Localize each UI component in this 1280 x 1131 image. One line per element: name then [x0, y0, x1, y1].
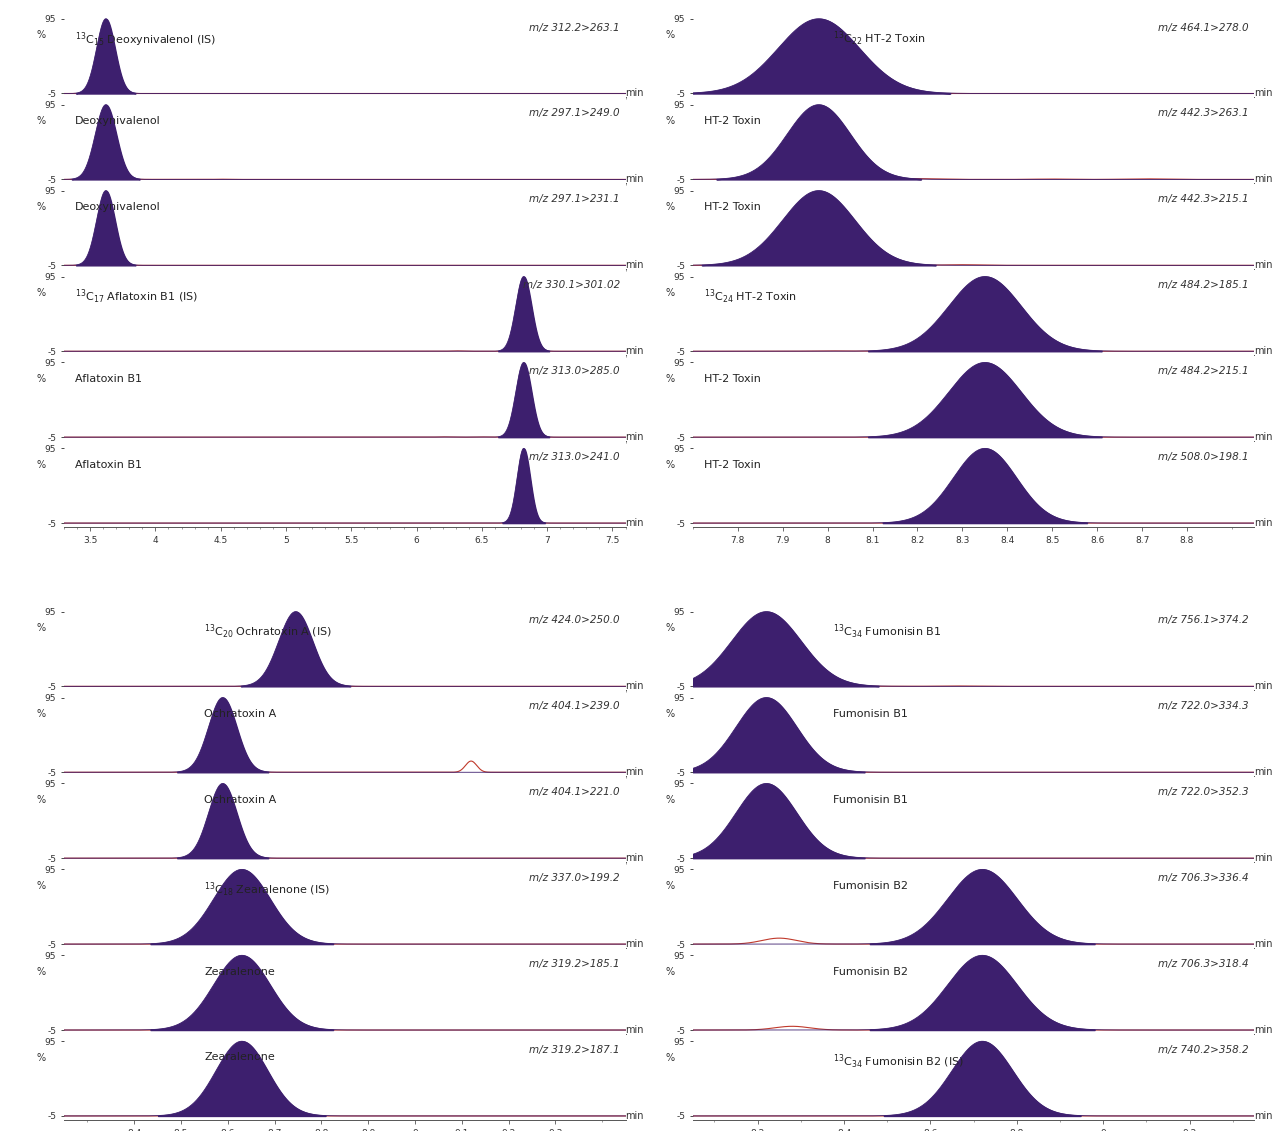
Text: Aflatoxin B1: Aflatoxin B1 [76, 459, 142, 469]
Text: m/z 706.3>336.4: m/z 706.3>336.4 [1158, 873, 1249, 883]
Text: min: min [1254, 260, 1272, 270]
Text: Fumonisin B2: Fumonisin B2 [833, 881, 909, 890]
Y-axis label: %: % [666, 623, 675, 633]
Text: m/z 442.3>263.1: m/z 442.3>263.1 [1158, 109, 1249, 119]
Text: min: min [1254, 1111, 1272, 1121]
Y-axis label: %: % [666, 881, 675, 891]
Text: HT-2 Toxin: HT-2 Toxin [704, 201, 762, 211]
Text: m/z 297.1>249.0: m/z 297.1>249.0 [529, 109, 620, 119]
Text: min: min [1254, 518, 1272, 528]
Text: $^{13}$C$_{34}$ Fumonisin B2 (IS): $^{13}$C$_{34}$ Fumonisin B2 (IS) [833, 1053, 964, 1071]
Text: $^{13}$C$_{17}$ Aflatoxin B1 (IS): $^{13}$C$_{17}$ Aflatoxin B1 (IS) [76, 287, 198, 307]
Y-axis label: %: % [37, 795, 46, 805]
Text: m/z 312.2>263.1: m/z 312.2>263.1 [529, 23, 620, 33]
Text: Fumonisin B1: Fumonisin B1 [833, 795, 908, 804]
Text: m/z 319.2>185.1: m/z 319.2>185.1 [529, 959, 620, 969]
Text: m/z 313.0>241.0: m/z 313.0>241.0 [529, 452, 620, 463]
Y-axis label: %: % [37, 288, 46, 299]
Text: min: min [626, 174, 644, 184]
Text: m/z 404.1>239.0: m/z 404.1>239.0 [529, 701, 620, 711]
Text: m/z 706.3>318.4: m/z 706.3>318.4 [1158, 959, 1249, 969]
Text: m/z 722.0>352.3: m/z 722.0>352.3 [1158, 787, 1249, 797]
Text: Fumonisin B2: Fumonisin B2 [833, 967, 909, 976]
Text: min: min [626, 939, 644, 949]
Text: m/z 337.0>199.2: m/z 337.0>199.2 [529, 873, 620, 883]
Text: m/z 484.2>215.1: m/z 484.2>215.1 [1158, 366, 1249, 377]
Y-axis label: %: % [37, 881, 46, 891]
Y-axis label: %: % [666, 709, 675, 719]
Text: m/z 330.1>301.02: m/z 330.1>301.02 [522, 280, 620, 291]
Text: $^{13}$C$_{20}$ Ochratoxin A (IS): $^{13}$C$_{20}$ Ochratoxin A (IS) [205, 623, 333, 641]
Y-axis label: %: % [37, 116, 46, 127]
Text: Deoxynivalenol: Deoxynivalenol [76, 201, 161, 211]
Text: m/z 756.1>374.2: m/z 756.1>374.2 [1158, 615, 1249, 625]
Text: min: min [1254, 853, 1272, 863]
Text: min: min [1254, 767, 1272, 777]
Text: $^{13}$C$_{22}$ HT-2 Toxin: $^{13}$C$_{22}$ HT-2 Toxin [833, 31, 927, 49]
Y-axis label: %: % [666, 202, 675, 213]
Text: min: min [626, 681, 644, 691]
Text: m/z 313.0>285.0: m/z 313.0>285.0 [529, 366, 620, 377]
Text: Fumonisin B1: Fumonisin B1 [833, 709, 908, 719]
Y-axis label: %: % [666, 1053, 675, 1063]
Y-axis label: %: % [37, 31, 46, 41]
Text: $^{13}$C$_{24}$ HT-2 Toxin: $^{13}$C$_{24}$ HT-2 Toxin [704, 287, 797, 307]
Text: Ochratoxin A: Ochratoxin A [205, 795, 276, 804]
Text: m/z 297.1>231.1: m/z 297.1>231.1 [529, 195, 620, 205]
Y-axis label: %: % [37, 709, 46, 719]
Text: HT-2 Toxin: HT-2 Toxin [704, 373, 762, 383]
Text: min: min [626, 853, 644, 863]
Text: Zearalenone: Zearalenone [205, 967, 275, 976]
Text: min: min [1254, 681, 1272, 691]
Text: min: min [626, 767, 644, 777]
Text: min: min [626, 346, 644, 356]
Text: Zearalenone: Zearalenone [205, 1053, 275, 1062]
Y-axis label: %: % [37, 967, 46, 977]
Text: min: min [626, 1111, 644, 1121]
Text: m/z 319.2>187.1: m/z 319.2>187.1 [529, 1045, 620, 1055]
Y-axis label: %: % [37, 1053, 46, 1063]
Text: min: min [1254, 939, 1272, 949]
Y-axis label: %: % [37, 623, 46, 633]
Text: m/z 442.3>215.1: m/z 442.3>215.1 [1158, 195, 1249, 205]
Text: HT-2 Toxin: HT-2 Toxin [704, 115, 762, 126]
Text: Deoxynivalenol: Deoxynivalenol [76, 115, 161, 126]
Y-axis label: %: % [37, 374, 46, 385]
Text: min: min [626, 260, 644, 270]
Text: m/z 404.1>221.0: m/z 404.1>221.0 [529, 787, 620, 797]
Y-axis label: %: % [37, 202, 46, 213]
Y-axis label: %: % [666, 460, 675, 470]
Y-axis label: %: % [666, 116, 675, 127]
Y-axis label: %: % [666, 967, 675, 977]
Text: min: min [626, 432, 644, 442]
Text: m/z 484.2>185.1: m/z 484.2>185.1 [1158, 280, 1249, 291]
Text: min: min [1254, 88, 1272, 98]
Y-axis label: %: % [666, 288, 675, 299]
Text: m/z 508.0>198.1: m/z 508.0>198.1 [1158, 452, 1249, 463]
Y-axis label: %: % [666, 31, 675, 41]
Text: m/z 464.1>278.0: m/z 464.1>278.0 [1158, 23, 1249, 33]
Text: min: min [1254, 346, 1272, 356]
Y-axis label: %: % [666, 374, 675, 385]
Text: m/z 424.0>250.0: m/z 424.0>250.0 [529, 615, 620, 625]
Text: Aflatoxin B1: Aflatoxin B1 [76, 373, 142, 383]
Text: min: min [1254, 1025, 1272, 1035]
Y-axis label: %: % [666, 795, 675, 805]
Text: min: min [1254, 174, 1272, 184]
Text: min: min [626, 518, 644, 528]
Text: m/z 740.2>358.2: m/z 740.2>358.2 [1158, 1045, 1249, 1055]
Text: min: min [1254, 432, 1272, 442]
Text: min: min [626, 1025, 644, 1035]
Text: $^{13}$C$_{18}$ Zearalenone (IS): $^{13}$C$_{18}$ Zearalenone (IS) [205, 881, 330, 899]
Text: $^{13}$C$_{34}$ Fumonisin B1: $^{13}$C$_{34}$ Fumonisin B1 [833, 623, 942, 641]
Text: min: min [626, 88, 644, 98]
Y-axis label: %: % [37, 460, 46, 470]
Text: Ochratoxin A: Ochratoxin A [205, 709, 276, 719]
Text: HT-2 Toxin: HT-2 Toxin [704, 459, 762, 469]
Text: m/z 722.0>334.3: m/z 722.0>334.3 [1158, 701, 1249, 711]
Text: $^{13}$C$_{15}$ Deoxynivalenol (IS): $^{13}$C$_{15}$ Deoxynivalenol (IS) [76, 31, 216, 49]
